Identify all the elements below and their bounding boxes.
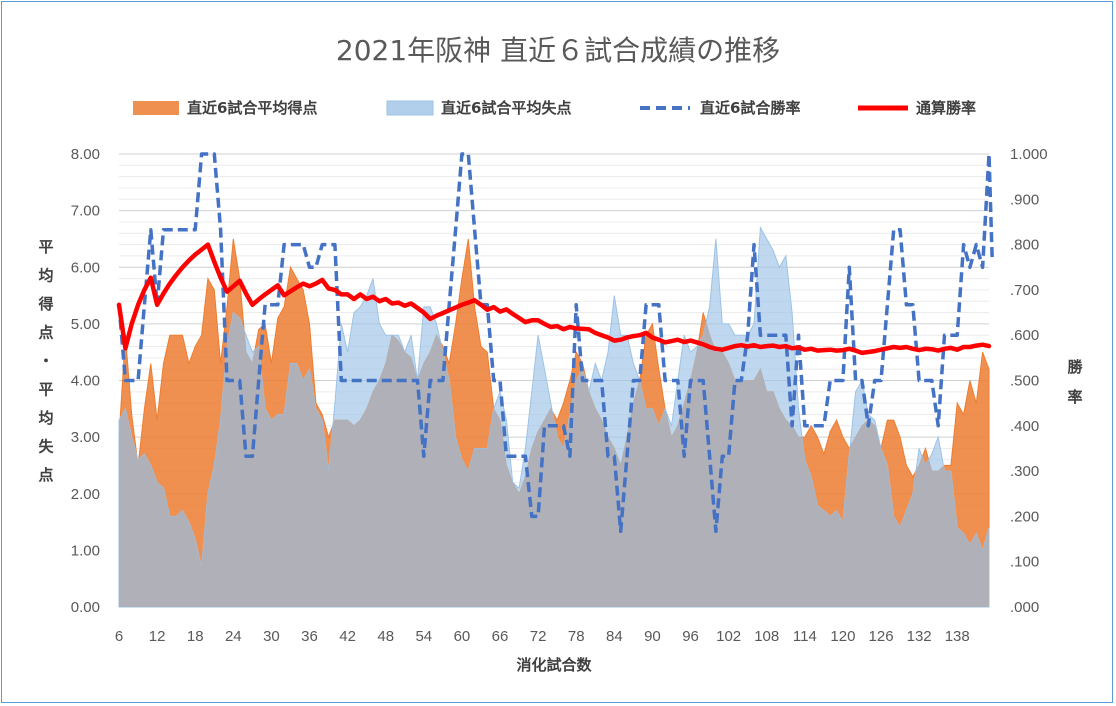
legend-label-runs-scored: 直近6試合平均得点 <box>187 99 317 117</box>
area-series <box>118 225 990 608</box>
x-tick: 60 <box>454 628 471 645</box>
x-tick: 78 <box>568 628 585 645</box>
y-axis-left-label-char: 失 <box>38 438 54 456</box>
y-tick-right: .200 <box>1010 508 1039 525</box>
x-tick: 84 <box>606 628 623 645</box>
y-axis-left-label-char: 平 <box>38 238 53 256</box>
x-tick: 36 <box>301 628 318 645</box>
y-tick-right: .300 <box>1010 463 1039 480</box>
y-axis-left-label-char: 均 <box>38 409 53 427</box>
x-axis-label: 消化試合数 <box>516 656 592 674</box>
y-tick-left: 8.00 <box>71 146 100 163</box>
legend: 直近6試合平均得点 直近6試合平均失点 直近6試合勝率 通算勝率 <box>133 99 976 117</box>
line-series <box>116 152 994 534</box>
y-tick-left: 3.00 <box>71 429 100 446</box>
y-tick-right: 1.000 <box>1010 146 1048 163</box>
x-tick: 108 <box>754 628 779 645</box>
y-tick-right: .400 <box>1010 418 1039 435</box>
legend-label-total-winrate: 通算勝率 <box>916 99 976 117</box>
x-tick: 90 <box>644 628 661 645</box>
legend-label-runs-allowed: 直近6試合平均失点 <box>441 99 571 117</box>
y-tick-left: 1.00 <box>71 542 100 559</box>
y-axis-right-label-char: 勝 <box>1067 358 1083 376</box>
chart-title: 2021年阪神 直近６試合成績の推移 <box>336 34 780 67</box>
y-axis-left-label-char: 均 <box>38 267 53 285</box>
x-tick: 72 <box>530 628 547 645</box>
legend-swatch-runs-scored <box>133 101 179 115</box>
y-tick-left: 2.00 <box>71 486 100 503</box>
x-tick: 6 <box>115 628 123 645</box>
x-axis-ticks: 6 12 18 24 30 36 42 48 54 60 66 72 78 84 90 96 102 108 114… <box>115 628 970 645</box>
y-tick-right: .100 <box>1010 554 1039 571</box>
y-tick-right: .500 <box>1010 373 1039 390</box>
line-total-winrate <box>116 242 992 356</box>
y-tick-right: .700 <box>1010 282 1039 299</box>
x-tick: 66 <box>492 628 509 645</box>
x-tick: 42 <box>339 628 356 645</box>
y-tick-left: 6.00 <box>71 259 100 276</box>
y-axis-left-label-char: 点 <box>38 324 53 342</box>
legend-label-recent-winrate: 直近6試合勝率 <box>700 99 800 117</box>
x-tick: 12 <box>149 628 166 645</box>
y-axis-left-label-char: 平 <box>38 381 53 399</box>
x-tick: 126 <box>869 628 894 645</box>
x-tick: 54 <box>415 628 432 645</box>
y-axis-left-label-char: 点 <box>38 466 53 484</box>
y-axis-left-label: 平均得点・平均失点 <box>37 238 54 484</box>
y-axis-left-ticks: 0.00 1.00 2.00 3.00 4.00 5.00 6.00 7.00 8.00 <box>71 146 100 616</box>
legend-swatch-runs-allowed <box>386 100 434 116</box>
line-recent-winrate <box>117 152 994 534</box>
y-axis-right-label-char: 率 <box>1067 388 1082 406</box>
x-tick: 132 <box>907 628 932 645</box>
x-tick: 102 <box>716 628 741 645</box>
x-tick: 24 <box>225 628 242 645</box>
x-tick: 114 <box>793 628 817 645</box>
y-tick-right: .000 <box>1010 599 1039 616</box>
x-tick: 18 <box>187 628 204 645</box>
y-tick-right: .900 <box>1010 191 1039 208</box>
y-tick-left: 4.00 <box>71 373 100 390</box>
x-tick: 96 <box>682 628 699 645</box>
x-tick: 138 <box>945 628 970 645</box>
y-tick-left: 0.00 <box>71 599 100 616</box>
x-tick: 48 <box>377 628 394 645</box>
y-tick-left: 5.00 <box>71 316 100 333</box>
y-axis-right-label: 勝率 <box>1067 358 1083 406</box>
y-axis-left-label-char: 得 <box>37 295 53 313</box>
y-tick-left: 7.00 <box>71 203 100 220</box>
y-axis-left-label-char: ・ <box>38 352 53 370</box>
y-tick-right: .800 <box>1010 237 1039 254</box>
x-tick: 120 <box>830 628 855 645</box>
y-axis-right-ticks: .000 .100 .200 .300 .400 .500 .600 .700 .800 .900… <box>1010 146 1048 616</box>
x-tick: 30 <box>263 628 280 645</box>
y-tick-right: .600 <box>1010 327 1039 344</box>
